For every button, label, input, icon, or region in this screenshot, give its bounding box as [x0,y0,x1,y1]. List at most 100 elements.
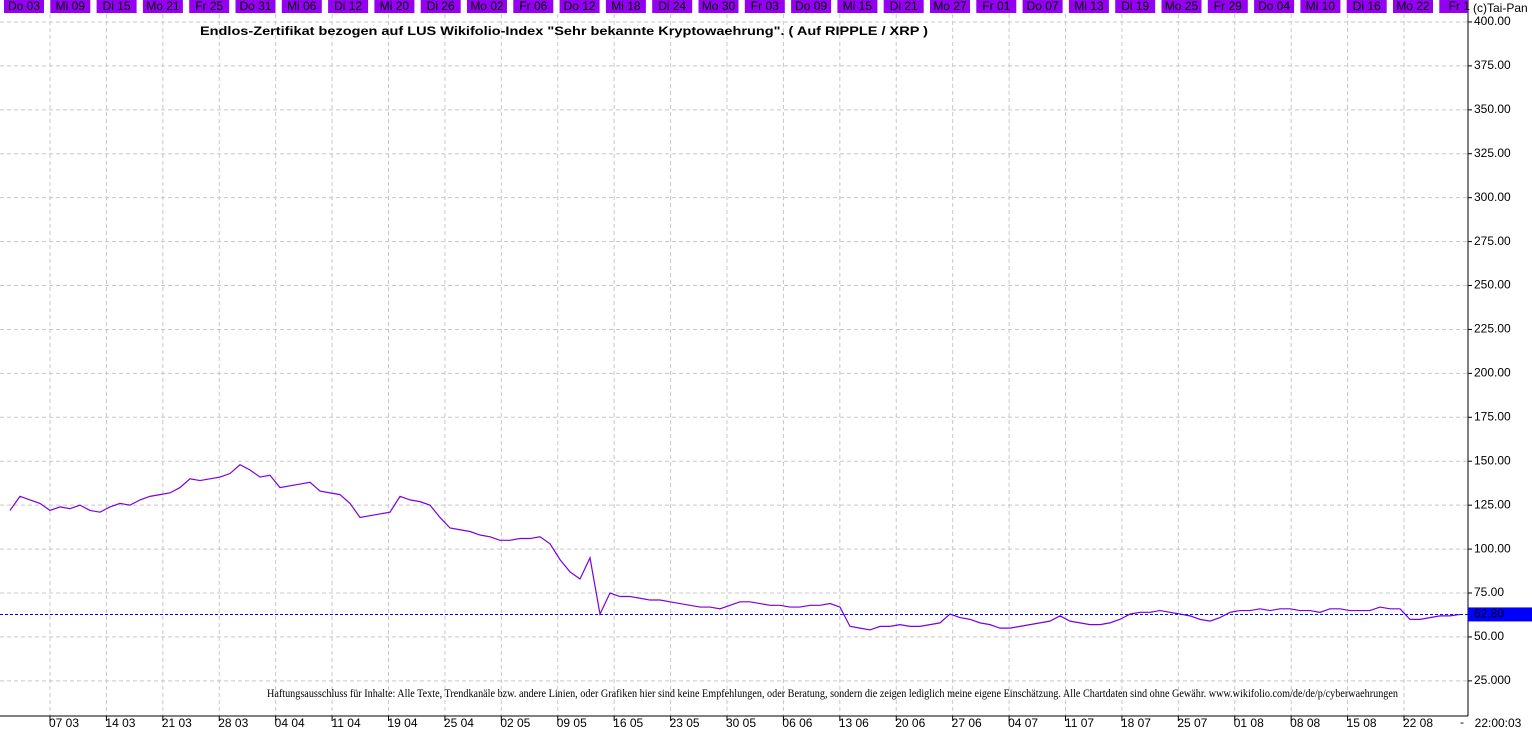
y-tick-label: 225.00 [1474,322,1511,336]
date-box [420,0,461,13]
last-price-box [1468,607,1532,622]
x-tick-label: 07 03 [49,716,79,730]
date-label: Mi 10 [1306,0,1336,13]
y-tick-label: 150.00 [1474,453,1511,467]
date-label: Mi 13 [1074,0,1104,13]
date-box [976,0,1017,13]
date-label: Do 07 [1027,0,1059,13]
x-tick-label: 09 05 [557,716,587,730]
date-label: Mo 21 [146,0,180,13]
date-label: Mi 18 [611,0,641,13]
y-tick-label: 50.00 [1474,629,1504,643]
price-line [9,464,1461,631]
date-label: Mo 27 [933,0,967,13]
date-label: Mi 06 [287,0,317,13]
x-tick-label: 19 04 [387,716,417,730]
disclaimer: Haftungsausschluss für Inhalte: Alle Tex… [267,686,1398,700]
date-label: Mo 30 [702,0,736,13]
date-box [1161,0,1202,13]
date-label: Di 26 [427,0,455,13]
date-box [374,0,415,13]
date-label: Di 24 [658,0,686,13]
date-box [1393,0,1433,13]
y-tick-label: 100.00 [1474,541,1511,555]
date-label: Di 12 [334,0,362,13]
y-tick-label: 275.00 [1474,234,1511,248]
date-box [1254,0,1295,13]
y-tick-label: 200.00 [1474,366,1511,380]
y-tick-label: 25.000 [1474,673,1511,687]
x-tick-label: 08 08 [1290,716,1320,730]
date-box [1115,0,1156,13]
x-tick-label: 21 03 [162,716,192,730]
x-tick-label: 02 05 [500,716,530,730]
x-tick-label: 11 07 [1065,716,1094,730]
date-box [1439,0,1468,13]
date-label: Di 15 [103,0,131,13]
x-tick-label: 04 04 [275,716,305,730]
date-box [235,0,276,13]
y-tick-label: 175.00 [1474,409,1511,423]
y-tick-label: 300.00 [1474,190,1511,204]
date-box [605,0,646,13]
date-box [1068,0,1109,13]
y-tick-label: 250.00 [1474,278,1511,292]
date-label: Mo 25 [1165,0,1199,13]
x-tick-label: 01 08 [1234,716,1264,730]
date-label: Di 21 [890,0,918,13]
date-label: Mi 09 [56,0,86,13]
date-box [652,0,693,13]
date-box [698,0,739,13]
date-box [1022,0,1063,13]
date-label: Do 12 [564,0,596,13]
date-box [1346,0,1387,13]
x-tick-label: 23 05 [670,716,700,730]
date-label: Fr 29 [1214,0,1242,13]
x-tick-label: 11 04 [332,716,361,730]
x-tick-label: 04 07 [1008,716,1038,730]
date-label: Do 04 [1258,0,1290,13]
x-tick-label: 14 03 [105,716,135,730]
date-box [791,0,832,13]
date-box [142,0,183,13]
x-tick-label: 25 07 [1177,716,1207,730]
x-tick-label: 28 03 [218,716,248,730]
x-tick-label: 27 06 [952,716,982,730]
date-label: Di 16 [1353,0,1381,13]
date-strip: Do 03 Mi 09 Di 15 Mo 21 Fr 25 Do 31 Mi 06 Di 12… [4,0,1470,13]
date-box [467,0,507,13]
chart-title: Endlos-Zertifikat bezogen auf LUS Wikifo… [200,24,928,38]
x-dash: - [1460,715,1464,729]
y-tick-label: 325.00 [1474,146,1511,160]
y-tick-label: 375.00 [1474,58,1511,72]
x-tick-label: 30 05 [726,716,756,730]
date-label: Mo 22 [1396,0,1430,13]
x-tick-label: 13 06 [839,716,869,730]
x-tick-label: 20 06 [895,716,925,730]
date-label: Fr 25 [195,0,223,13]
date-box [837,0,878,13]
date-box [4,0,44,13]
x-tick-label: 06 06 [782,716,812,730]
date-box [744,0,785,13]
date-label: Fr 01 [982,0,1010,13]
date-label: Do 31 [239,0,271,13]
y-tick-label: 400.00 [1474,14,1511,28]
date-label: Do 03 [8,0,40,13]
date-box [513,0,554,13]
date-box [96,0,137,13]
date-box [559,0,600,13]
date-label: Do 09 [795,0,827,13]
date-box [930,0,970,13]
watermark: (c)Tai-Pan [1473,1,1528,15]
date-label: Fr 1 [1449,0,1471,13]
date-box [1300,0,1341,13]
x-tick-label: 18 07 [1121,716,1151,730]
y-tick-label: 125.00 [1474,497,1511,511]
last-price-label: 62.80 [1474,607,1504,621]
y-tick-label: 350.00 [1474,102,1511,116]
date-box [883,0,924,13]
date-label: Di 19 [1121,0,1149,13]
date-label: Mi 20 [380,0,410,13]
